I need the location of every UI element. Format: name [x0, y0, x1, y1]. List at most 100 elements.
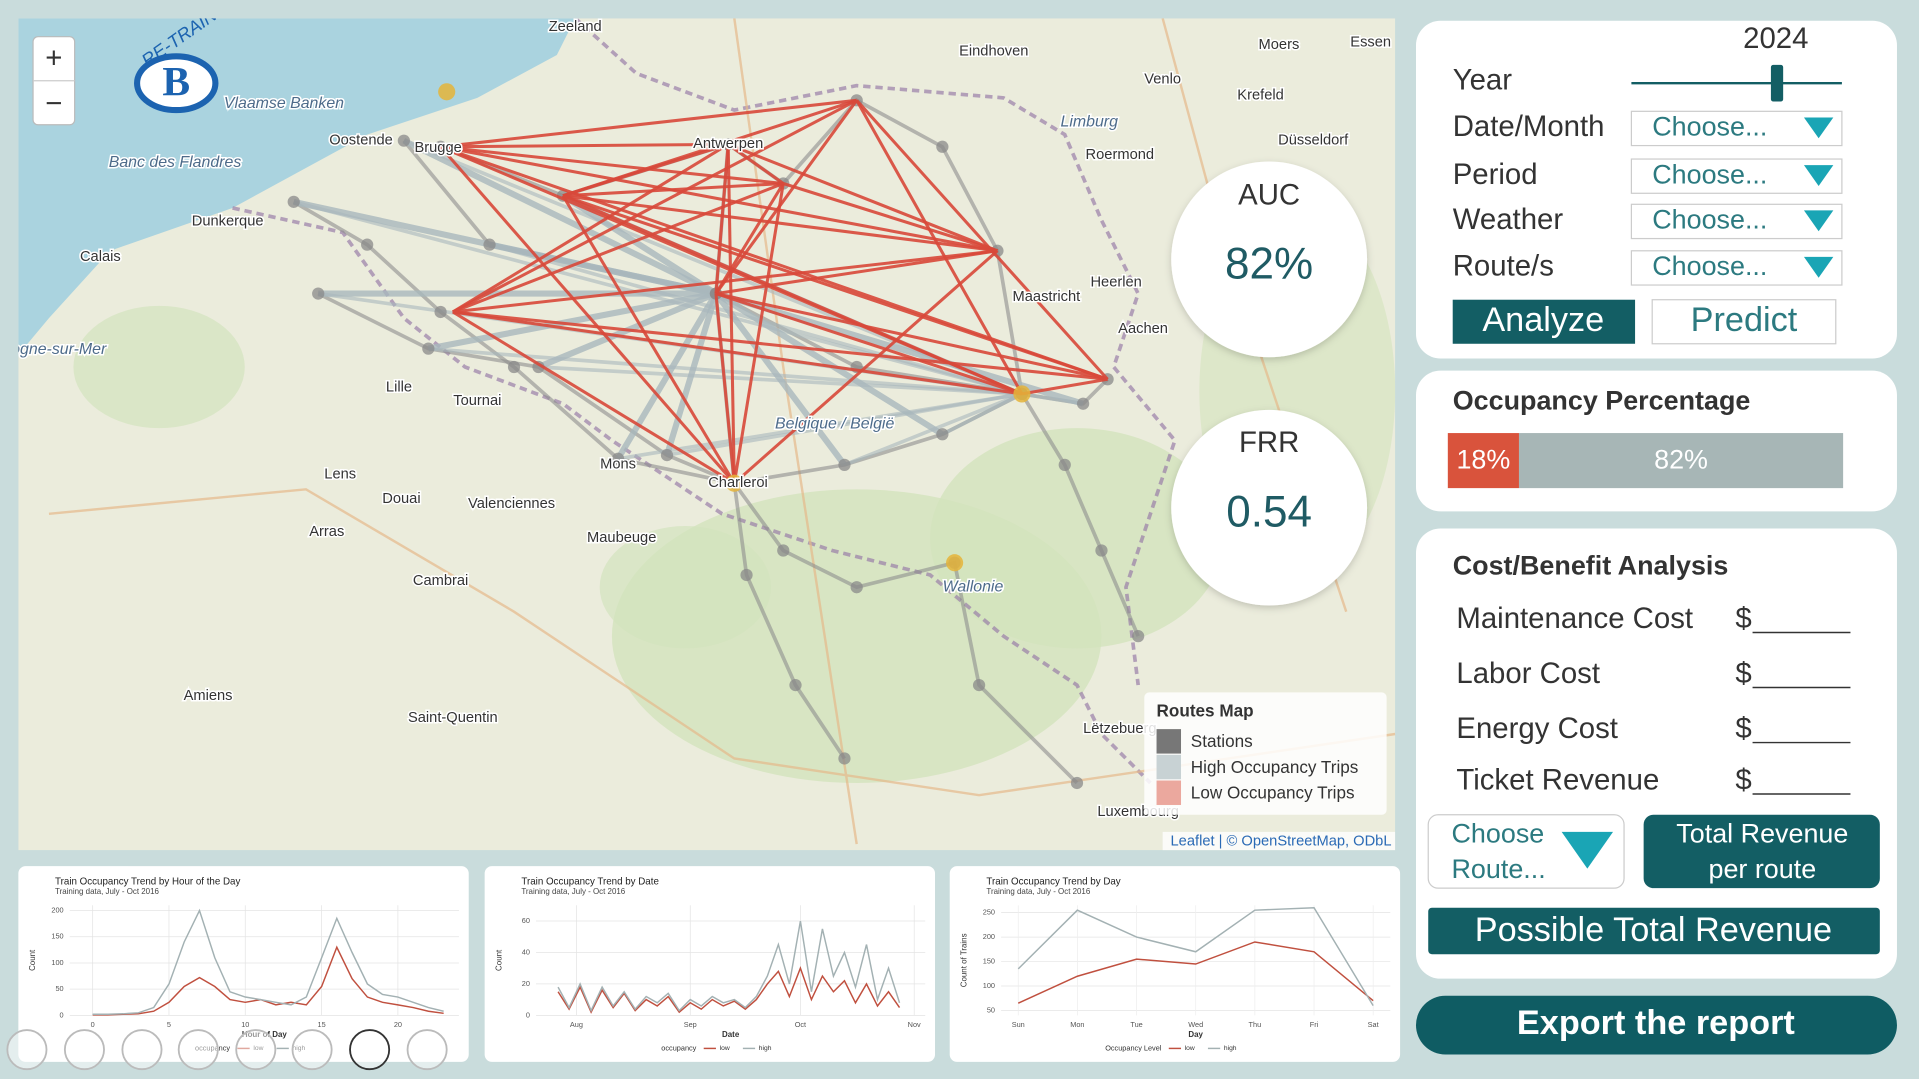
series-line [1017, 906, 1374, 1006]
export-label[interactable]: Export the report [1517, 1004, 1795, 1042]
metric-label: AUC [1238, 179, 1300, 212]
high-occupancy-route [561, 193, 718, 297]
toolbar-button[interactable] [349, 1029, 391, 1071]
low-occupancy-route [452, 310, 736, 485]
filter-dropdown[interactable] [1630, 203, 1843, 240]
low-occupancy-route [855, 99, 1109, 381]
occupancy-bar: 18% 82% [1447, 433, 1844, 489]
filter-label: Weather [1453, 203, 1564, 236]
dropdown-arrow[interactable] [1561, 831, 1614, 869]
total-revenue-label[interactable]: Possible Total Revenue [1475, 911, 1832, 949]
low-occupancy-route [452, 310, 1023, 396]
place-label: Zeeland [549, 19, 602, 35]
legend-box [1144, 692, 1387, 815]
filter-placeholder[interactable]: Choose... [1652, 205, 1767, 235]
analyze-label[interactable]: Analyze [1482, 301, 1604, 339]
toolbar-button[interactable] [291, 1029, 333, 1071]
dropdown-arrow[interactable] [1803, 165, 1834, 186]
high-occupancy-route [941, 392, 1023, 436]
hub-station [946, 554, 964, 572]
total-revenue-button[interactable] [1428, 907, 1880, 955]
station [1076, 397, 1090, 410]
route-select-label[interactable]: Choose [1451, 819, 1544, 849]
place-label: Arras [309, 524, 344, 540]
dropdown-arrow[interactable] [1803, 210, 1834, 232]
legend-swatch [1156, 729, 1182, 754]
toolbar-button[interactable] [6, 1029, 48, 1071]
filter-dropdown[interactable] [1630, 110, 1843, 147]
low-occupancy-route [440, 98, 857, 149]
zoom-out[interactable]: − [45, 87, 62, 120]
station [422, 342, 435, 355]
high-occupancy-route [293, 200, 1023, 396]
y-tick-label: 200 [51, 905, 63, 914]
high-occupancy-route [664, 292, 719, 456]
place-label: Maubeuge [587, 530, 656, 546]
x-axis-label: Day [1188, 1030, 1203, 1039]
low-occupancy-route [562, 194, 1109, 381]
chart-title: Train Occupancy Trend by Date [521, 877, 659, 888]
place-label: Düsseldorf [1278, 133, 1349, 149]
export-button[interactable] [1415, 995, 1897, 1055]
forest [73, 305, 245, 429]
occupancy-label: 18% [1456, 444, 1510, 474]
toolbar-button[interactable] [235, 1029, 277, 1071]
predict-label[interactable]: Predict [1691, 301, 1798, 339]
map-labels: Zeeland Eindhoven Venlo Moers Essen Krefeld An… [18, 18, 1392, 821]
toolbar-button[interactable] [63, 1029, 105, 1071]
toolbar-button[interactable] [121, 1029, 163, 1071]
predict-button[interactable] [1651, 299, 1837, 345]
place-label: Wallonie [943, 578, 1004, 595]
dropdown-arrow[interactable] [1803, 256, 1834, 278]
station [361, 238, 374, 251]
x-tick-label: Fri [1310, 1020, 1319, 1029]
route-select-label[interactable]: Route... [1451, 854, 1545, 884]
high-occupancy-route [427, 290, 717, 352]
x-tick-label: Oct [795, 1020, 806, 1029]
attribution[interactable]: Leaflet | © OpenStreetMap, ODbL [1171, 834, 1392, 850]
map[interactable]: Zeeland Eindhoven Venlo Moers Essen Krefeld An… [0, 4, 1396, 851]
y-tick-label: 100 [51, 958, 63, 967]
zoom-in[interactable]: + [45, 42, 62, 75]
filter-placeholder[interactable]: Choose... [1652, 251, 1767, 281]
legend-swatch [1156, 780, 1182, 805]
place-label: Vlaamse Banken [224, 95, 344, 112]
legend-item: Low Occupancy Trips [1191, 782, 1355, 802]
routes [287, 83, 1145, 790]
station [1070, 776, 1084, 790]
x-tick-label: Mon [1070, 1020, 1084, 1029]
legend-title: Occupancy Level [1105, 1043, 1162, 1052]
toolbar-button[interactable] [406, 1029, 448, 1071]
filter-label: Date/Month [1453, 110, 1605, 143]
station [434, 305, 447, 319]
x-tick-label: 10 [241, 1020, 249, 1029]
analyze-button[interactable] [1452, 299, 1636, 344]
y-tick-label: 50 [55, 984, 63, 993]
filter-dropdown[interactable] [1630, 250, 1843, 286]
route-revenue-label[interactable]: per route [1708, 854, 1816, 884]
dropdown-arrow[interactable] [1803, 117, 1834, 139]
low-occupancy-route [855, 99, 1024, 395]
route-revenue-button[interactable] [1643, 814, 1880, 889]
station [507, 360, 521, 374]
series-line [557, 966, 901, 1014]
y-axis-label: Count [28, 949, 37, 971]
filter-placeholder[interactable]: Choose... [1652, 159, 1767, 189]
cost-rows: Maintenance Cost $ Labor Cost $ Energy Cost $… [1456, 602, 1851, 796]
x-axis-label: Date [722, 1030, 740, 1039]
low-occupancy-route [714, 182, 785, 295]
filter-placeholder[interactable]: Choose... [1652, 112, 1767, 142]
y-tick-label: 60 [522, 916, 530, 925]
route-revenue-label[interactable]: Total Revenue [1676, 819, 1848, 849]
year-slider-thumb[interactable] [1770, 64, 1784, 102]
toolbar-button[interactable] [177, 1029, 219, 1071]
station [1095, 544, 1108, 557]
filter-dropdown[interactable] [1630, 158, 1843, 194]
x-tick-label: Aug [570, 1020, 583, 1029]
metric-value: 82% [1225, 239, 1313, 288]
y-tick-label: 100 [983, 981, 995, 990]
place-label: Antwerpen [693, 136, 763, 152]
station [1058, 458, 1071, 471]
station [611, 452, 625, 465]
